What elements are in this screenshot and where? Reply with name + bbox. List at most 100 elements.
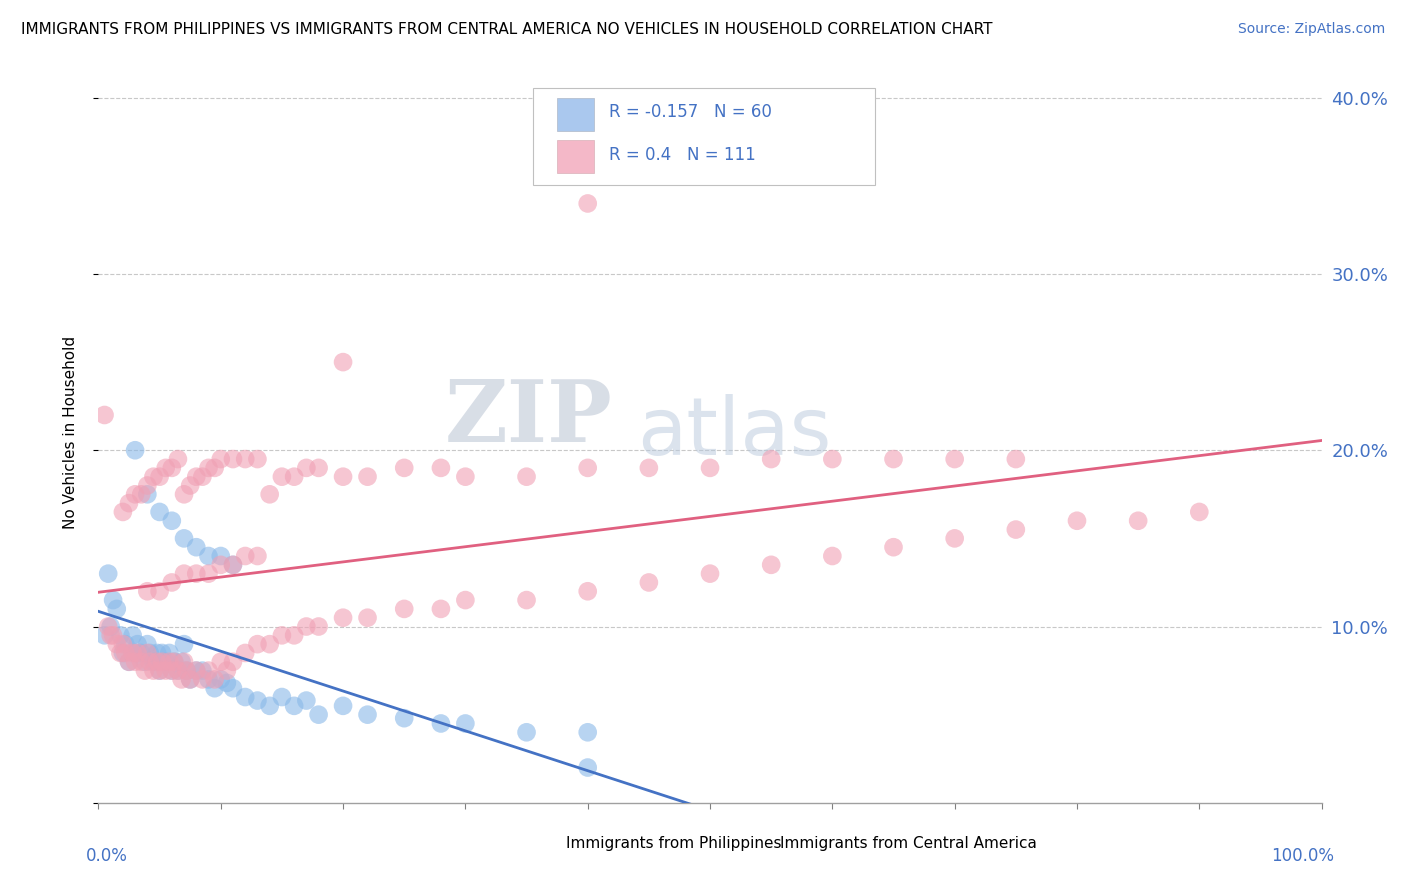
Point [124,655,146,669]
Point [150,655,173,669]
Point [170,655,193,669]
Point [209,673,232,687]
Point [637,461,661,475]
Point [209,452,232,467]
Point [167,452,190,467]
Point [515,593,537,607]
Point [136,646,159,660]
Text: atlas: atlas [637,393,831,472]
Point [270,690,294,704]
Point [332,469,354,483]
Point [515,469,537,483]
Point [142,664,165,678]
Point [163,655,186,669]
Point [392,602,416,616]
Point [121,628,143,642]
Point [149,664,172,678]
FancyBboxPatch shape [533,832,560,855]
Point [209,655,232,669]
Text: R = -0.157   N = 60: R = -0.157 N = 60 [609,103,772,121]
Point [105,637,128,651]
Point [155,461,177,475]
Point [163,655,186,669]
Point [105,602,128,616]
Point [139,655,162,669]
Point [883,540,905,554]
Point [127,646,149,660]
Point [179,478,201,492]
Point [118,655,141,669]
Point [173,487,195,501]
Point [356,610,378,624]
Point [97,566,120,581]
Point [186,566,208,581]
Point [222,558,245,572]
Point [149,664,172,678]
Point [637,575,661,590]
Point [129,487,152,501]
FancyBboxPatch shape [747,832,773,855]
Point [124,487,146,501]
Point [246,452,269,467]
Point [576,461,599,475]
Point [222,655,245,669]
Point [1066,514,1088,528]
Point [430,716,453,731]
Point [173,532,195,546]
Point [308,619,330,633]
Point [883,452,905,467]
Point [332,610,354,624]
Point [283,628,305,642]
Point [186,664,208,678]
Point [176,664,198,678]
Point [392,711,416,725]
Point [146,646,169,660]
Point [191,664,214,678]
Point [93,408,115,422]
Point [204,681,226,696]
Point [576,725,599,739]
Point [197,549,219,563]
Point [215,664,238,678]
Text: 0.0%: 0.0% [86,847,128,865]
Y-axis label: No Vehicles in Household: No Vehicles in Household [63,336,77,529]
Point [1004,452,1026,467]
FancyBboxPatch shape [557,97,593,131]
Point [943,532,966,546]
Point [283,698,305,713]
Point [136,637,159,651]
Point [146,655,169,669]
Point [454,716,477,731]
Point [173,566,195,581]
Point [160,664,183,678]
Point [1188,505,1211,519]
Point [821,452,844,467]
Point [246,549,269,563]
Point [155,655,177,669]
Point [136,487,159,501]
Point [93,628,115,642]
Point [97,619,120,633]
Text: Immigrants from Central America: Immigrants from Central America [780,836,1036,851]
Point [246,693,269,707]
Point [392,461,416,475]
Point [114,637,136,651]
Point [197,461,219,475]
Point [173,655,195,669]
Point [129,655,152,669]
Point [129,646,152,660]
Point [356,707,378,722]
Point [167,664,190,678]
Point [259,487,281,501]
Point [170,673,193,687]
Point [576,196,599,211]
Text: Immigrants from Philippines: Immigrants from Philippines [565,836,782,851]
Point [110,646,132,660]
Point [283,469,305,483]
Text: R = 0.4   N = 111: R = 0.4 N = 111 [609,146,755,164]
Point [821,549,844,563]
Point [118,496,141,510]
Point [233,690,256,704]
Point [209,549,232,563]
Point [179,673,201,687]
